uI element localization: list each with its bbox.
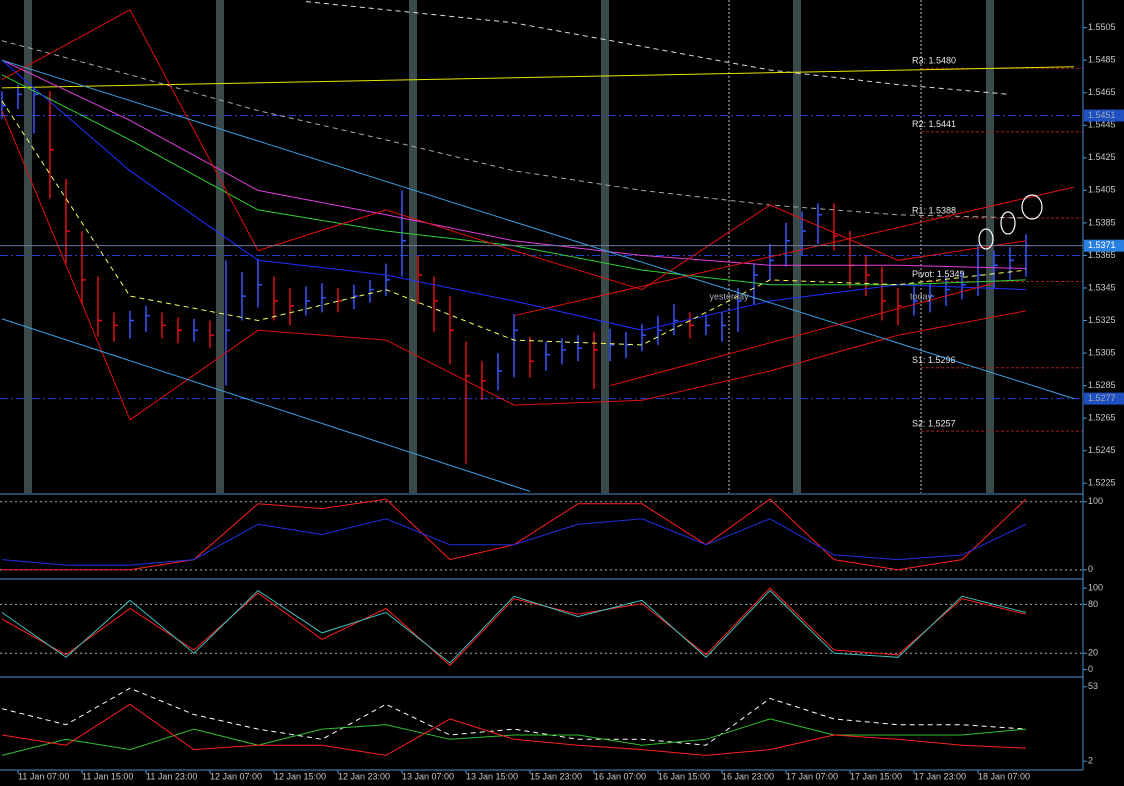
session-band — [601, 0, 609, 493]
current-price-label: 1.5371 — [1088, 240, 1116, 250]
y-tick-label: 0 — [1088, 664, 1093, 674]
y-tick-label: 1.5465 — [1088, 87, 1116, 97]
indicator-line — [1, 100, 1027, 346]
x-tick-label: 11 Jan 23:00 — [146, 771, 197, 781]
y-tick-label: 1.5325 — [1088, 315, 1116, 325]
session-band — [409, 0, 417, 493]
y-tick-label: 0 — [1088, 564, 1093, 574]
x-tick-label: 13 Jan 07:00 — [402, 771, 454, 781]
y-tick-label: 1.5285 — [1088, 380, 1116, 390]
indicator-line — [1, 66, 1075, 89]
price-box-label: 1.5277 — [1088, 393, 1116, 403]
y-tick-label: 53 — [1088, 681, 1098, 691]
indicator-line — [1, 59, 1075, 400]
marker-circle — [978, 228, 994, 250]
session-band — [216, 0, 224, 493]
pivot-label: Pivot: 1.5349 — [912, 269, 965, 279]
price-box — [1084, 392, 1124, 405]
indicator-line — [1, 59, 1027, 331]
x-tick-label: 11 Jan 15:00 — [82, 771, 133, 781]
indicator-line — [1, 589, 1027, 664]
x-tick-label: 12 Jan 23:00 — [338, 771, 390, 781]
y-tick-label: 1.5485 — [1088, 55, 1116, 65]
x-tick-label: 11 Jan 07:00 — [18, 771, 69, 781]
x-tick-label: 13 Jan 15:00 — [466, 771, 518, 781]
y-tick-label: 1.5305 — [1088, 347, 1116, 357]
price-box — [1084, 109, 1124, 122]
pivot-label: R1: 1.5388 — [912, 205, 956, 215]
indicator-line — [1, 703, 1027, 756]
y-tick-label: 80 — [1088, 599, 1098, 609]
x-tick-label: 17 Jan 23:00 — [914, 771, 966, 781]
indicator-line — [305, 1, 1011, 95]
y-tick-label: 2 — [1088, 756, 1093, 766]
y-tick-label: 100 — [1088, 496, 1103, 506]
annotation: today — [910, 291, 933, 301]
y-tick-label: 1.5445 — [1088, 120, 1116, 130]
indicator-line — [1, 718, 1027, 756]
marker-circle — [1021, 194, 1043, 220]
marker-circle — [1000, 211, 1016, 235]
x-tick-label: 17 Jan 07:00 — [786, 771, 838, 781]
indicator-line — [513, 186, 1075, 317]
x-tick-label: 16 Jan 23:00 — [722, 771, 774, 781]
x-tick-label: 16 Jan 15:00 — [658, 771, 710, 781]
plot-layer: R3: 1.5480 R2: 1.5441 R1: 1.5388 Pivot: 1.5… — [0, 1, 1087, 762]
panel-frames — [0, 0, 1084, 771]
pivot-label: R2: 1.5441 — [912, 119, 956, 129]
current-price-box — [1084, 239, 1124, 252]
annotation: yesterday — [709, 291, 749, 301]
y-tick-label: 1.5245 — [1088, 445, 1116, 455]
y-tick-label: 1.5265 — [1088, 413, 1116, 423]
y-tick-label: 1.5505 — [1088, 22, 1116, 32]
marker-circles — [978, 194, 1043, 250]
indicator-line — [1, 9, 1027, 291]
indicator-line — [609, 282, 995, 387]
price-box-label: 1.5451 — [1088, 110, 1116, 120]
indicator-line — [1, 110, 1027, 421]
indicator-line — [1, 318, 531, 492]
x-tick-label: 12 Jan 15:00 — [274, 771, 326, 781]
y-tick-label: 1.5385 — [1088, 217, 1116, 227]
y-tick-label: 1.5345 — [1088, 282, 1116, 292]
indicator-line — [1, 518, 1027, 566]
x-tick-label: 18 Jan 07:00 — [978, 771, 1030, 781]
x-tick-label: 12 Jan 07:00 — [210, 771, 262, 781]
pivot-label: S1: 1.5296 — [912, 355, 956, 365]
y-tick-label: 1.5365 — [1088, 250, 1116, 260]
pivot-label: S2: 1.5257 — [912, 419, 956, 429]
pivot-label: R3: 1.5480 — [912, 56, 956, 66]
y-tick-label: 1.5405 — [1088, 185, 1116, 195]
y-tick-label: 20 — [1088, 648, 1098, 658]
x-tick-label: 15 Jan 23:00 — [530, 771, 582, 781]
indicator-line — [1, 59, 1027, 269]
y-tick-label: 1.5225 — [1088, 478, 1116, 488]
x-tick-label: 16 Jan 07:00 — [594, 771, 646, 781]
y-tick-label: 100 — [1088, 583, 1103, 593]
session-band — [24, 0, 32, 493]
x-tick-label: 17 Jan 15:00 — [850, 771, 902, 781]
session-band — [793, 0, 801, 493]
y-tick-label: 1.5425 — [1088, 152, 1116, 162]
